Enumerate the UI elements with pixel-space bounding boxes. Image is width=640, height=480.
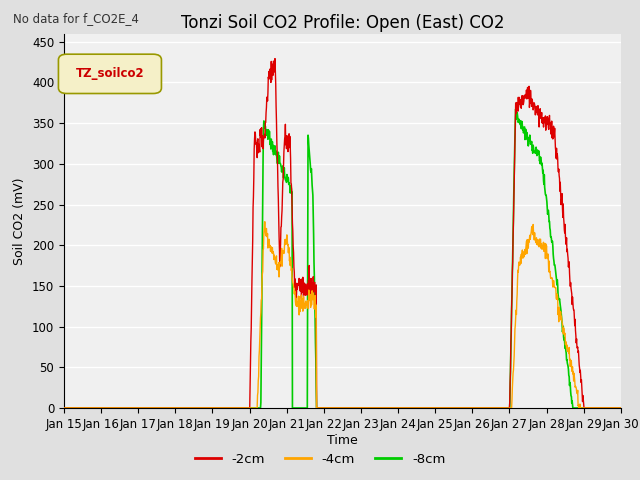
Text: No data for f_CO2E_4: No data for f_CO2E_4 <box>13 12 139 25</box>
FancyBboxPatch shape <box>58 54 161 94</box>
Y-axis label: Soil CO2 (mV): Soil CO2 (mV) <box>13 177 26 264</box>
Text: TZ_soilco2: TZ_soilco2 <box>76 67 145 80</box>
Legend: -2cm, -4cm, -8cm: -2cm, -4cm, -8cm <box>189 447 451 471</box>
X-axis label: Time: Time <box>327 433 358 446</box>
Title: Tonzi Soil CO2 Profile: Open (East) CO2: Tonzi Soil CO2 Profile: Open (East) CO2 <box>180 14 504 32</box>
